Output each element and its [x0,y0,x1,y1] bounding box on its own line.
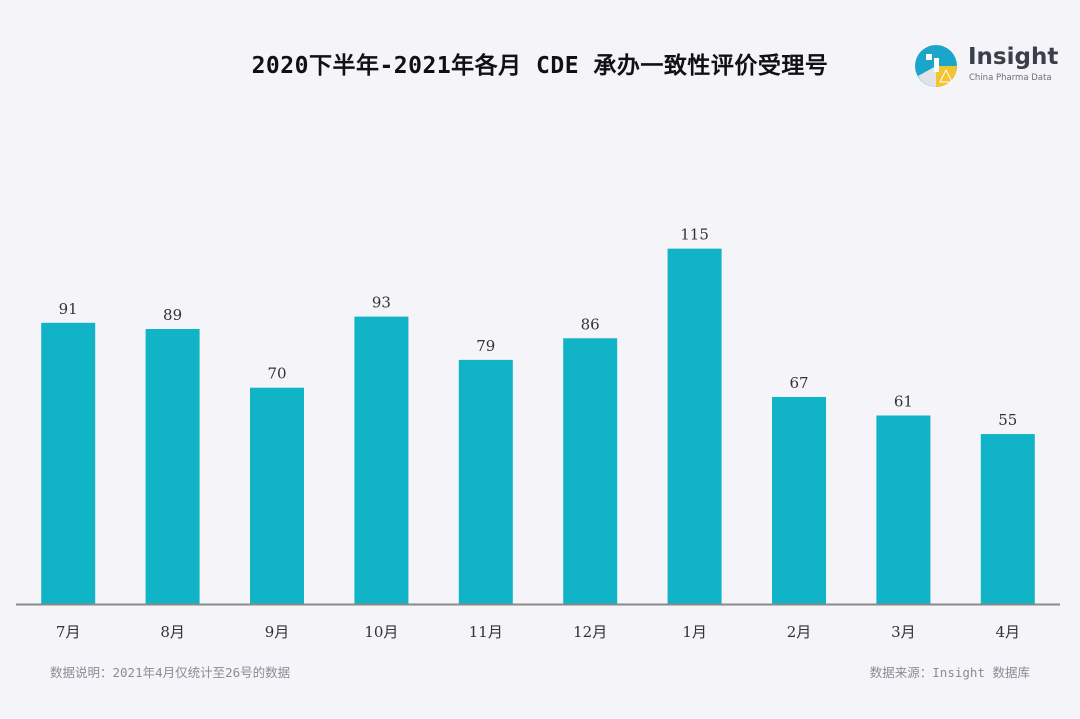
chart-title: 2020下半年-2021年各月 CDE 承办一致性评价受理号 [251,53,829,79]
bar-10 [980,434,1035,604]
bar-8 [772,396,826,604]
bar-7 [667,248,722,604]
insight-logo: Insight China Pharma Data [912,40,1062,90]
x-tick-label: 7月 [56,623,81,641]
bar-value-label: 79 [476,337,495,355]
x-tick-label: 9月 [265,623,290,641]
x-tick-label: 11月 [469,623,503,641]
bar-value-label: 93 [372,294,391,312]
bar-value-label: 89 [163,306,182,324]
logo-name: Insight [968,44,1059,70]
bar-5 [458,359,513,604]
bar-6 [563,338,618,604]
bar-value-label: 115 [680,226,709,244]
x-tick-label: 10月 [364,623,398,641]
bar-value-label: 61 [894,393,913,411]
bar-value-label: 70 [267,365,286,383]
x-tick-label: 1月 [682,623,707,641]
bar-value-label: 86 [581,315,600,333]
x-tick-label: 8月 [160,623,185,641]
bar-value-label: 91 [59,300,78,318]
bar-2 [145,328,200,604]
footnote: 数据说明：2021年4月仅统计至26号的数据 [50,665,291,680]
bar-9 [876,415,931,604]
x-tick-label: 2月 [787,623,812,641]
bar-value-label: 55 [998,411,1017,429]
insight-logo-icon [915,45,957,87]
logo-tagline: China Pharma Data [969,73,1052,83]
x-tick-label: 3月 [891,623,916,641]
bar-4 [354,316,409,604]
data-source: 数据来源：Insight 数据库 [869,665,1030,680]
bar-value-label: 67 [789,374,808,392]
bar-1 [41,322,96,604]
x-tick-label: 12月 [573,623,607,641]
bar-3 [250,387,304,604]
x-tick-label: 4月 [996,623,1021,641]
